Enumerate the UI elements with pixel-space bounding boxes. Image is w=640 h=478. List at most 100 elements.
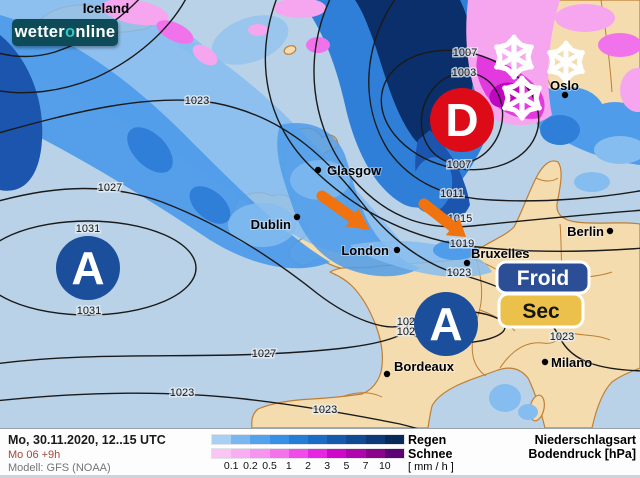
- region-label-iceland: Iceland: [83, 1, 130, 16]
- legend-color-segment: [384, 435, 405, 444]
- legend-color-segment: [308, 435, 328, 444]
- legend-color-segment: [365, 449, 385, 458]
- pressure-center-d: D: [430, 88, 494, 152]
- legend-color-segment: [288, 449, 309, 458]
- legend-color-segment: [327, 449, 347, 458]
- model-run-info: Mo 06 +9h: [8, 449, 61, 461]
- isobar-lines: [0, 0, 640, 428]
- map-type-labels: Niederschlagsart Bodendruck [hPa]: [528, 433, 636, 461]
- isobar-value-label: 1023: [313, 404, 337, 416]
- city-marker-bordeaux: Bordeaux: [383, 358, 456, 378]
- snow-scale-bar: [211, 448, 405, 459]
- legend-tick-value: 0.1: [223, 460, 239, 472]
- pressure-center-a: A: [414, 292, 478, 356]
- unit-label: [ mm / h ]: [408, 461, 454, 473]
- legend-color-segment: [346, 435, 366, 444]
- city-dot: [393, 246, 401, 254]
- isobar-value-label: 1027: [252, 348, 276, 360]
- logo-accent-letter: o: [65, 23, 76, 41]
- isobar-labels: 1023102710311031102710231023102710271007…: [74, 46, 575, 418]
- pressure-circle: [430, 88, 494, 152]
- pressure-circle: [414, 292, 478, 356]
- legend-color-segment: [212, 449, 232, 458]
- precipitation-legend: 0.1 0.2 0.5 1 2 3 5 7 10: [211, 429, 405, 476]
- city-label: Bordeaux: [394, 359, 455, 374]
- city-label: Berlin: [567, 224, 604, 239]
- logo-text: wetter: [14, 23, 65, 41]
- legend-tick-value: 7: [362, 460, 369, 472]
- city-label: Glasgow: [327, 163, 382, 178]
- city-label: Bruxelles: [471, 246, 530, 261]
- city-marker-berlin: Berlin: [566, 223, 614, 240]
- pressure-type-label: Bodendruck [hPa]: [528, 447, 636, 461]
- legend-tick-value: 3: [324, 460, 331, 472]
- dry-badge-label: Sec: [522, 300, 560, 323]
- city-dot: [606, 227, 614, 235]
- wind-arrow-southeast: [316, 190, 370, 230]
- wind-arrows: [316, 190, 466, 237]
- city-label: Milano: [551, 355, 592, 370]
- isobar-value-label: 1019: [450, 238, 474, 250]
- city-marker-milano: Milano: [541, 354, 593, 371]
- legend-color-segment: [231, 449, 251, 458]
- pressure-letter: A: [429, 298, 462, 350]
- city-marker-dublin: Dublin: [250, 213, 301, 233]
- wind-arrow-southeast: [418, 198, 466, 237]
- legend-color-segment: [384, 449, 405, 458]
- city-dot: [561, 91, 569, 99]
- isobar-value-label: 1003: [452, 67, 476, 79]
- city-dot: [541, 358, 549, 366]
- legend-color-segment: [346, 449, 366, 458]
- rain-label: Regen: [408, 433, 447, 447]
- cities-layer: Glasgow Dublin London Bruxelles Berlin Oslo Bo…: [250, 77, 614, 378]
- legend-color-segment: [327, 435, 347, 444]
- legend-color-segment: [288, 435, 309, 444]
- forecast-datetime: Mo, 30.11.2020, 12..15 UTC: [8, 433, 166, 447]
- isobar-value-label: 1023: [447, 267, 471, 279]
- isobar-value-label: 1031: [77, 305, 101, 317]
- wetteronline-logo[interactable]: wetter o nline: [12, 19, 118, 46]
- legend-color-segment: [250, 435, 270, 444]
- city-label: London: [341, 243, 389, 258]
- legend-tick-value: 10: [378, 460, 391, 472]
- pressure-letter: D: [445, 94, 478, 146]
- legend-color-segment: [269, 435, 289, 444]
- city-label: Oslo: [550, 78, 579, 93]
- city-marker-bruxelles: Bruxelles: [463, 245, 531, 267]
- pressure-centers-layer: A A D: [56, 88, 494, 356]
- pressure-circle: [56, 236, 120, 300]
- city-marker-london: London: [340, 242, 401, 259]
- legend-tick-value: 5: [343, 460, 350, 472]
- legend-color-segment: [250, 449, 270, 458]
- legend-color-segment: [365, 435, 385, 444]
- cold-badge-label: Froid: [517, 267, 570, 290]
- precip-type-label: Niederschlagsart: [534, 433, 636, 447]
- pressure-letter: A: [71, 242, 104, 294]
- land-faroe: [283, 45, 297, 55]
- city-dot: [383, 370, 391, 378]
- isobar-value-label: 1023: [170, 387, 194, 399]
- pressure-center-a: A: [56, 236, 120, 300]
- model-name: Modell: GFS (NOAA): [8, 462, 111, 474]
- legend-color-segment: [212, 435, 232, 444]
- snow-label: Schnee: [408, 447, 453, 461]
- isobar-value-label: 1007: [447, 159, 471, 171]
- city-marker-glasgow: Glasgow: [314, 162, 383, 179]
- city-dot: [463, 259, 471, 267]
- legend-tick-value: 0.2: [243, 460, 258, 472]
- cold-air-badge: Froid: [495, 260, 591, 295]
- isobar-value-label: 1007: [453, 47, 477, 59]
- city-label: Dublin: [251, 217, 291, 232]
- legend-tick-value: 0.5: [262, 460, 277, 472]
- legend-color-segment: [308, 449, 328, 458]
- isobar-value-label: 1023: [550, 331, 574, 343]
- city-marker-oslo: Oslo: [549, 77, 580, 99]
- footer-bar: Mo, 30.11.2020, 12..15 UTC Mo 06 +9h Mod…: [0, 428, 640, 478]
- legend-color-segment: [269, 449, 289, 458]
- legend-color-segment: [231, 435, 251, 444]
- isobar-value-label: 1023: [185, 95, 209, 107]
- city-dot: [293, 213, 301, 221]
- weather-map: 1023102710311031102710231023102710271007…: [0, 0, 640, 428]
- isobar-value-label: 1031: [76, 223, 100, 235]
